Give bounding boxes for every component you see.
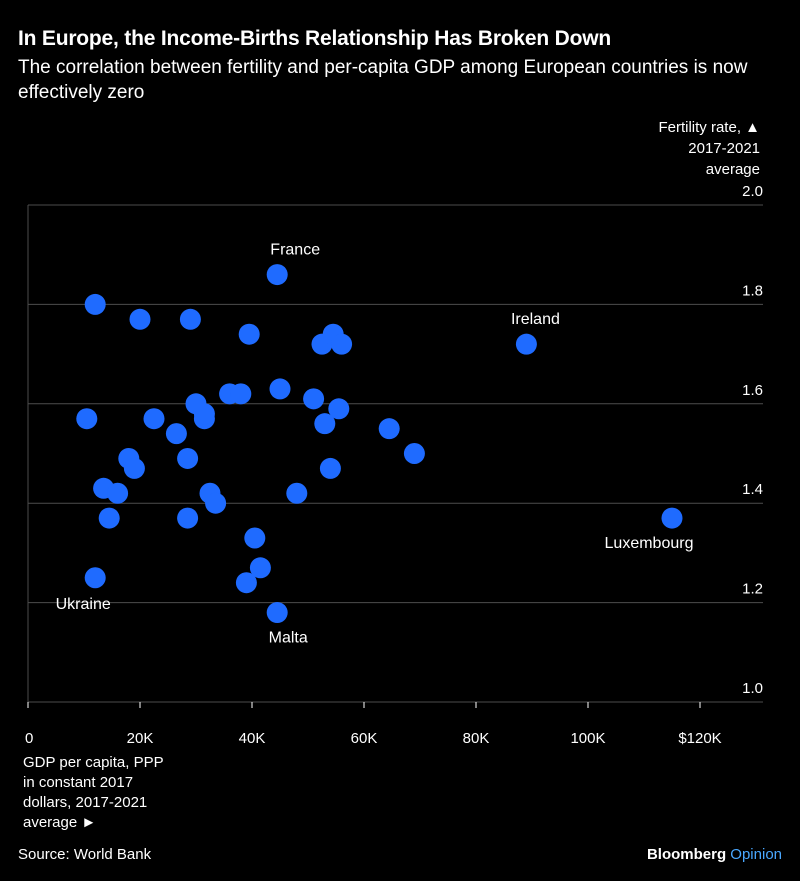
data-point bbox=[123, 457, 145, 479]
point-label: Malta bbox=[269, 630, 308, 647]
x-axis-label: GDP per capita, PPP in constant 2017 dol… bbox=[23, 753, 203, 833]
y-tick-label: 1.0 bbox=[742, 680, 763, 697]
data-point bbox=[143, 408, 165, 430]
data-point bbox=[165, 423, 187, 445]
data-point bbox=[129, 308, 151, 330]
data-point bbox=[193, 403, 215, 425]
x-tick-label: $120K bbox=[678, 730, 721, 747]
point-label: France bbox=[270, 242, 320, 259]
x-axis-label-line: GDP per capita, PPP bbox=[23, 754, 164, 771]
brand-name: Bloomberg bbox=[646, 846, 727, 863]
x-tick-label: 0 bbox=[25, 730, 33, 747]
x-tick-label: 100K bbox=[570, 730, 605, 747]
chart-title: In Europe, the Income-Births Relationshi… bbox=[18, 27, 612, 50]
data-point bbox=[303, 388, 325, 410]
y-tick-label: 1.8 bbox=[742, 282, 763, 299]
brand-logo: Bloomberg Opinion bbox=[647, 846, 782, 863]
chart-subtitle: The correlation between fertility and pe… bbox=[18, 57, 748, 103]
x-tick-label: 40K bbox=[239, 730, 266, 747]
data-point bbox=[266, 602, 288, 624]
y-axis-label-line: average bbox=[705, 161, 760, 178]
y-tick-label: 1.6 bbox=[742, 382, 763, 399]
data-points bbox=[76, 264, 683, 624]
data-point bbox=[244, 527, 266, 549]
data-point bbox=[403, 443, 425, 464]
data-point bbox=[205, 492, 227, 514]
point-label: Ukraine bbox=[56, 596, 111, 613]
axis-ticks: 1.0 1.2 1.4 1.6 1.8 2.0 0 20K 40K 60K 80K 100K $120K bbox=[25, 183, 763, 747]
data-point bbox=[378, 418, 400, 440]
data-point bbox=[84, 567, 106, 589]
x-tick-label: 20K bbox=[127, 730, 154, 747]
data-point bbox=[84, 293, 106, 315]
data-point bbox=[319, 457, 341, 479]
point-labels: France Ireland Luxembourg Ukraine Malta bbox=[56, 242, 694, 647]
x-axis-label-line: dollars, 2017-2021 bbox=[23, 794, 148, 811]
data-point bbox=[269, 378, 291, 400]
data-point bbox=[249, 557, 271, 579]
x-tick-label: 80K bbox=[463, 730, 490, 747]
y-axis-label: Fertility rate, ▲ 2017-2021 average bbox=[600, 117, 760, 180]
y-axis-label-line: Fertility rate, ▲ bbox=[658, 119, 760, 136]
data-point bbox=[107, 482, 129, 504]
point-label: Ireland bbox=[511, 311, 560, 328]
data-point bbox=[661, 507, 683, 529]
data-point bbox=[179, 308, 201, 330]
data-point bbox=[314, 413, 336, 435]
data-point bbox=[515, 333, 537, 355]
data-point bbox=[230, 383, 252, 405]
data-point bbox=[98, 507, 120, 529]
data-point bbox=[266, 264, 288, 286]
data-point bbox=[76, 408, 98, 430]
data-point bbox=[235, 572, 257, 594]
data-point bbox=[177, 507, 199, 529]
y-axis-label-line: 2017-2021 bbox=[688, 140, 760, 157]
x-axis-label-line: average ► bbox=[23, 814, 97, 831]
y-tick-label: 1.2 bbox=[742, 581, 763, 598]
data-point bbox=[328, 398, 350, 420]
grid-lines bbox=[27, 204, 763, 703]
data-point bbox=[177, 447, 199, 469]
y-tick-label: 2.0 bbox=[742, 183, 763, 200]
source-note: Source: World Bank bbox=[18, 846, 152, 863]
data-point bbox=[238, 323, 260, 345]
data-point bbox=[331, 333, 353, 355]
brand-suffix: Opinion bbox=[730, 846, 782, 863]
point-label: Luxembourg bbox=[605, 535, 694, 552]
y-tick-label: 1.4 bbox=[742, 481, 763, 498]
x-tick-label: 60K bbox=[351, 730, 378, 747]
x-axis-label-line: in constant 2017 bbox=[23, 774, 134, 791]
data-point bbox=[286, 482, 308, 504]
